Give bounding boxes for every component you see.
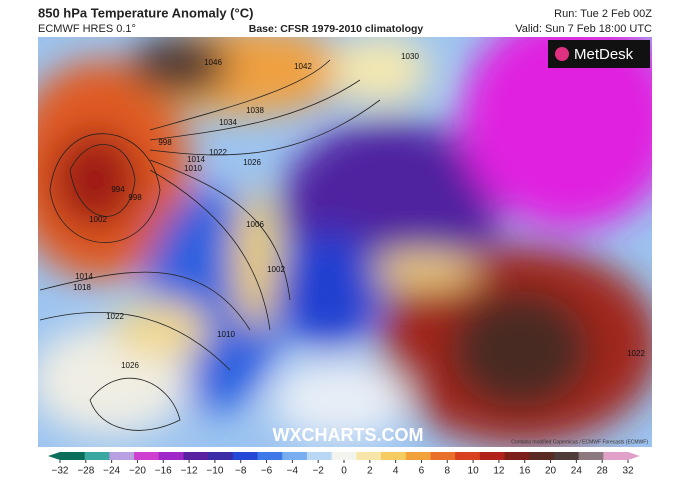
model: ECMWF HRES 0.1°: [38, 23, 136, 35]
colorbar-segment: [504, 452, 530, 460]
isobar-label: 1022: [106, 312, 124, 321]
colorbar-label: 0: [341, 466, 347, 477]
colorbar-label: 2: [367, 466, 373, 477]
logo-icon: [555, 47, 569, 61]
colorbar-label: −8: [235, 466, 247, 477]
colorbar-label: 16: [519, 466, 531, 477]
valid: Valid: Sun 7 Feb 18:00 UTC: [515, 23, 652, 35]
isobar-label: 1022: [209, 148, 227, 157]
colorbar-label: 32: [622, 466, 634, 477]
isobar-label: 1010: [217, 330, 235, 339]
colorbar-label: −16: [155, 466, 172, 477]
colorbar-label: −4: [287, 466, 299, 477]
isobar-label: 1038: [246, 106, 264, 115]
colorbar-label: −12: [181, 466, 198, 477]
title: 850 hPa Temperature Anomaly (°C): [38, 5, 253, 20]
colorbar-segment: [603, 452, 629, 460]
colorbar-segment: [455, 452, 481, 460]
credit: Contains modified Copernicus / ECMWF For…: [511, 439, 648, 445]
colorbar-segment: [306, 452, 333, 460]
colorbar-segment: [529, 452, 555, 460]
colorbar-label: −10: [206, 466, 223, 477]
isobar-label: 1042: [294, 62, 312, 71]
colorbar-label: 12: [493, 466, 505, 477]
watermark: WXCHARTS.COM: [273, 425, 424, 445]
colorbar-segment: [60, 452, 86, 460]
colorbar-segment: [331, 452, 357, 460]
isobar-label: 1002: [267, 265, 285, 274]
isobar-label: 1006: [246, 220, 264, 229]
colorbar-segment: [405, 452, 431, 460]
isobar-label: 1026: [243, 158, 261, 167]
colorbar-segment: [430, 452, 456, 460]
isobar-label: 998: [128, 193, 142, 202]
isobar-label: 1002: [89, 215, 107, 224]
isobar-label: 1046: [204, 58, 222, 67]
isobar-label: 1014: [75, 272, 93, 281]
isobar-label: 1030: [401, 52, 419, 61]
colorbar-segment: [282, 452, 308, 460]
colorbar-segment: [158, 452, 184, 460]
colorbar-label: −24: [103, 466, 120, 477]
colorbar-label: 4: [393, 466, 399, 477]
colorbar-segment: [356, 452, 382, 460]
colorbar-segment: [109, 452, 135, 460]
colorbar-label: −28: [77, 466, 94, 477]
logo: MetDesk: [574, 46, 634, 63]
run: Run: Tue 2 Feb 00Z: [554, 8, 652, 20]
colorbar-label: −20: [129, 466, 146, 477]
isobar-label: 1018: [73, 283, 91, 292]
isobar-label: 1034: [219, 118, 237, 127]
colorbar-label: 10: [468, 466, 480, 477]
base: Base: CFSR 1979-2010 climatology: [249, 23, 424, 35]
isobar-label: 1022: [627, 349, 645, 358]
colorbar-segment: [232, 452, 259, 460]
colorbar-label: −32: [52, 466, 69, 477]
colorbar-segment: [84, 452, 110, 460]
isobar-label: 1010: [184, 164, 202, 173]
isobar-label: 1014: [187, 155, 205, 164]
colorbar-segment: [381, 452, 407, 460]
colorbar-label: 28: [597, 466, 609, 477]
colorbar-segment: [257, 452, 283, 460]
colorbar-segment: [553, 452, 580, 460]
colorbar-label: 20: [545, 466, 557, 477]
map: [38, 37, 652, 447]
colorbar-label: 8: [444, 466, 450, 477]
colorbar-arrow-right: [628, 452, 640, 460]
colorbar-segment: [479, 452, 506, 460]
colorbar-label: −6: [261, 466, 273, 477]
isobar-label: 998: [158, 138, 172, 147]
colorbar-arrow-left: [48, 452, 60, 460]
isobar-label: 994: [111, 185, 125, 194]
colorbar-label: 24: [571, 466, 583, 477]
colorbar-segment: [578, 452, 604, 460]
colorbar-segment: [208, 452, 234, 460]
colorbar-segment: [134, 452, 160, 460]
colorbar-label: −2: [312, 466, 324, 477]
colorbar-label: 6: [419, 466, 425, 477]
isobar-label: 1026: [121, 361, 139, 370]
colorbar-segment: [183, 452, 209, 460]
